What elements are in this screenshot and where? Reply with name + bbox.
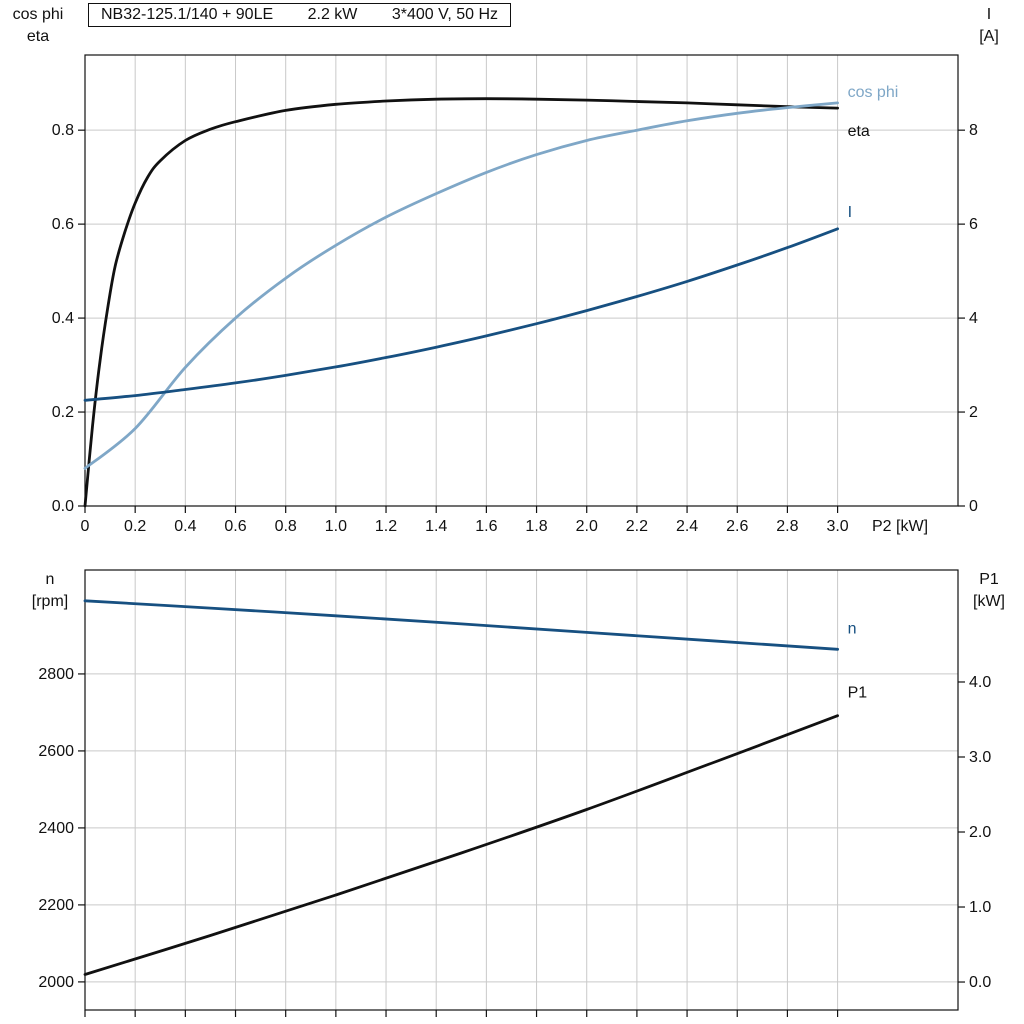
right-tick-label: 8 xyxy=(969,122,978,139)
x-tick-label: 0.6 xyxy=(224,518,246,535)
x-tick-label: 0.8 xyxy=(275,518,297,535)
bottom-chart-left-axis-title: n [rpm] xyxy=(18,569,82,612)
x-tick-label: 2.6 xyxy=(726,518,748,535)
right-tick-label: 3.0 xyxy=(969,749,991,766)
x-tick-label: 1.0 xyxy=(325,518,347,535)
right-tick-label: 2.0 xyxy=(969,824,991,841)
bottom-chart-right-axis-title: P1 [kW] xyxy=(963,569,1015,612)
x-tick-label: 0.4 xyxy=(174,518,196,535)
x-tick-label: 1.8 xyxy=(525,518,547,535)
x-tick-label: 1.2 xyxy=(375,518,397,535)
left-tick-label: 2000 xyxy=(38,974,74,991)
x-tick-label: 0 xyxy=(81,518,90,535)
speed-axis-title-line1: n xyxy=(45,571,55,588)
x-tick-label: 3.0 xyxy=(826,518,848,535)
x-tick-label: 0.2 xyxy=(124,518,146,535)
p1-axis-title-line2: [kW] xyxy=(973,592,1005,610)
plot-frame xyxy=(84,569,959,1011)
right-tick-label: 6 xyxy=(969,216,978,233)
series-label-n: n xyxy=(848,620,857,637)
series-label-P1: P1 xyxy=(848,685,868,702)
right-tick-label: 0 xyxy=(969,498,978,515)
x-tick-label: 2.4 xyxy=(676,518,698,535)
right-axis-title-line2: [A] xyxy=(979,27,999,45)
left-tick-label: 2800 xyxy=(38,666,74,683)
chart-title-power: 2.2 kW xyxy=(307,6,358,23)
series-label-cos-phi: cos phi xyxy=(848,84,899,101)
left-tick-label: 2600 xyxy=(38,743,74,760)
right-axis-title-line1: I xyxy=(986,6,992,23)
left-axis-title-line1: cos phi xyxy=(12,6,64,23)
left-tick-label: 2400 xyxy=(38,820,74,837)
series-label-I: I xyxy=(848,204,852,221)
series-curve-eta xyxy=(83,97,839,508)
series-curve-I xyxy=(83,227,839,402)
speed-axis-title-line2: [rpm] xyxy=(31,592,69,610)
chart-title-supply: 3*400 V, 50 Hz xyxy=(391,6,498,23)
left-tick-label: 2200 xyxy=(38,897,74,914)
left-tick-label: 0.8 xyxy=(52,122,74,139)
x-tick-label: 2.0 xyxy=(576,518,598,535)
x-axis-title: P2 [kW] xyxy=(872,518,929,535)
x-tick-label: 2.2 xyxy=(626,518,648,535)
left-axis-title-line2: eta xyxy=(26,27,50,45)
series-curve-P1 xyxy=(83,714,839,976)
x-tick-label: 2.8 xyxy=(776,518,798,535)
series-curve-n xyxy=(83,599,839,651)
left-tick-label: 0.0 xyxy=(52,498,74,515)
top-chart-left-axis-title: cos phi eta xyxy=(2,4,74,47)
plot-frame xyxy=(84,54,959,507)
top-chart-right-axis-title: I [A] xyxy=(963,4,1015,47)
left-tick-label: 0.2 xyxy=(52,404,74,421)
left-tick-label: 0.6 xyxy=(52,216,74,233)
right-tick-label: 1.0 xyxy=(969,899,991,916)
right-tick-label: 2 xyxy=(969,404,978,421)
right-tick-label: 4 xyxy=(969,310,978,327)
chart-title-box: NB32-125.1/140 + 90LE 2.2 kW 3*400 V, 50… xyxy=(88,3,511,27)
chart-title-model: NB32-125.1/140 + 90LE xyxy=(101,6,274,23)
right-tick-label: 0.0 xyxy=(969,974,991,991)
left-tick-label: 0.4 xyxy=(52,310,74,327)
right-tick-label: 4.0 xyxy=(969,674,991,691)
series-curve-cos-phi xyxy=(83,101,839,470)
series-label-eta: eta xyxy=(848,123,870,140)
x-tick-label: 1.4 xyxy=(425,518,447,535)
x-tick-label: 1.6 xyxy=(475,518,497,535)
p1-axis-title-line1: P1 xyxy=(979,571,999,588)
